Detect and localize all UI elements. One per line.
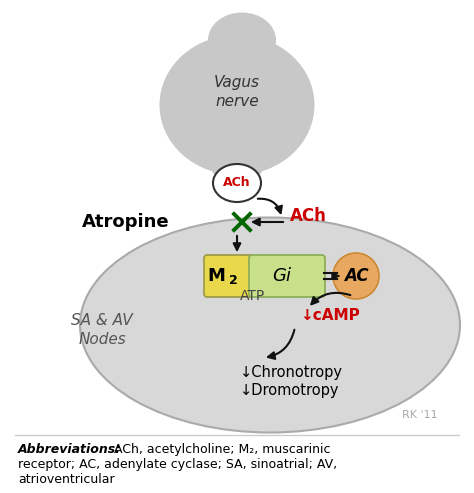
Text: ACh: ACh [290, 207, 327, 225]
Ellipse shape [159, 35, 315, 175]
Text: Abbreviations:: Abbreviations: [18, 443, 121, 456]
Text: Gi: Gi [272, 267, 291, 285]
Text: M: M [208, 267, 226, 285]
Ellipse shape [213, 164, 261, 202]
Text: ACh: ACh [223, 176, 251, 189]
FancyBboxPatch shape [204, 255, 254, 297]
FancyBboxPatch shape [249, 255, 325, 297]
Text: ↓Dromotropy: ↓Dromotropy [240, 383, 339, 397]
Text: AC: AC [344, 267, 368, 285]
Text: ACh, acetylcholine; M₂, muscarinic: ACh, acetylcholine; M₂, muscarinic [110, 443, 330, 456]
Ellipse shape [208, 12, 276, 68]
Text: 2: 2 [229, 274, 238, 286]
Ellipse shape [80, 217, 460, 432]
Text: ↓Chronotropy: ↓Chronotropy [240, 365, 343, 381]
Text: Atropine: Atropine [82, 213, 170, 231]
Ellipse shape [210, 140, 264, 184]
Text: RK '11: RK '11 [402, 410, 438, 420]
Text: receptor; AC, adenylate cyclase; SA, sinoatrial; AV,: receptor; AC, adenylate cyclase; SA, sin… [18, 458, 337, 471]
Text: Vagus
nerve: Vagus nerve [214, 75, 260, 109]
Text: atrioventricular: atrioventricular [18, 473, 115, 486]
Text: ↓cAMP: ↓cAMP [300, 308, 360, 322]
Circle shape [333, 253, 379, 299]
Text: ATP: ATP [240, 289, 265, 303]
Text: SA & AV
Nodes: SA & AV Nodes [71, 313, 133, 347]
